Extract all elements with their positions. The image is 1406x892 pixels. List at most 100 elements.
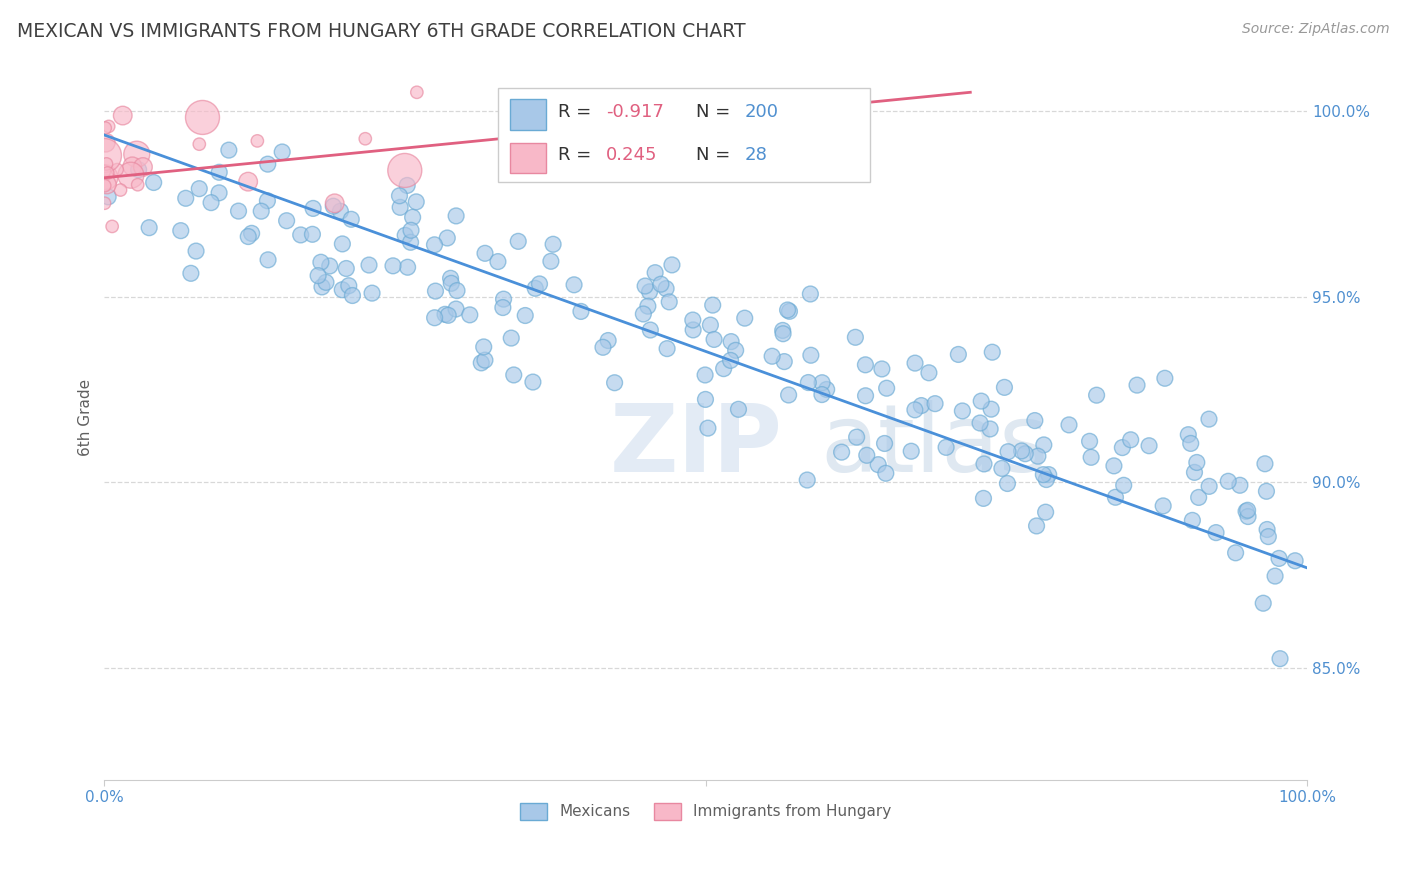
Point (1198, 412, 1220, 426)
Point (1112, 478, 1135, 492)
Point (307, 268, 329, 283)
FancyBboxPatch shape (510, 143, 546, 173)
Point (93, 148, 115, 162)
Point (246, 134, 269, 148)
Point (569, 304, 592, 318)
Point (1057, 417, 1080, 432)
Text: atlas: atlas (820, 401, 1049, 492)
Point (1111, 441, 1133, 455)
Point (439, 271, 461, 285)
Point (633, 307, 655, 321)
Point (855, 389, 877, 403)
Point (682, 313, 704, 327)
Point (436, 231, 458, 245)
Point (634, 279, 657, 293)
Point (1038, 467, 1060, 482)
Point (97, 190, 120, 204)
Point (524, 281, 547, 295)
Point (1104, 490, 1126, 504)
Point (702, 298, 724, 312)
Text: 200: 200 (744, 103, 778, 120)
Point (437, 308, 460, 322)
Point (97, 120, 120, 134)
Point (1032, 438, 1054, 452)
Point (335, 261, 357, 276)
Point (1152, 499, 1174, 513)
Point (444, 209, 467, 223)
Text: MEXICAN VS IMMIGRANTS FROM HUNGARY 6TH GRADE CORRELATION CHART: MEXICAN VS IMMIGRANTS FROM HUNGARY 6TH G… (17, 22, 745, 41)
Point (472, 340, 495, 354)
Point (904, 356, 927, 370)
FancyBboxPatch shape (510, 99, 546, 129)
Point (502, 368, 524, 382)
Point (458, 308, 481, 322)
Text: 0.245: 0.245 (606, 146, 658, 164)
Point (128, 162, 150, 177)
Point (1025, 519, 1047, 533)
Point (969, 416, 991, 430)
Point (815, 383, 838, 397)
Point (1177, 427, 1199, 442)
Point (658, 294, 681, 309)
Point (180, 266, 202, 280)
Point (970, 394, 993, 409)
Point (184, 244, 207, 258)
Legend: Mexicans, Immigrants from Hungary: Mexicans, Immigrants from Hungary (513, 797, 897, 826)
Text: 28: 28 (744, 146, 768, 164)
Point (236, 175, 259, 189)
Point (773, 354, 796, 368)
Point (1102, 458, 1125, 473)
Text: Source: ZipAtlas.com: Source: ZipAtlas.com (1241, 22, 1389, 37)
Point (1126, 378, 1149, 392)
Point (761, 349, 783, 363)
Point (845, 430, 868, 444)
Point (1257, 530, 1279, 544)
Point (876, 381, 898, 395)
Point (855, 448, 877, 462)
Point (1119, 433, 1142, 447)
Point (311, 280, 333, 294)
Point (434, 307, 457, 321)
Point (1011, 443, 1033, 458)
Point (870, 362, 893, 376)
Point (354, 132, 377, 146)
Point (394, 163, 416, 178)
Point (868, 458, 890, 472)
Point (97, 166, 120, 180)
Point (444, 301, 467, 316)
Point (322, 199, 344, 213)
Point (644, 266, 666, 280)
Point (1225, 546, 1247, 560)
Point (1188, 491, 1211, 505)
Point (562, 277, 585, 292)
Point (382, 259, 405, 273)
Point (142, 176, 165, 190)
Point (799, 287, 821, 301)
Point (638, 285, 661, 299)
Point (522, 375, 544, 389)
Point (900, 444, 922, 458)
Point (301, 227, 323, 242)
Point (399, 235, 422, 250)
Point (486, 254, 509, 268)
Point (980, 402, 1002, 417)
Point (973, 457, 995, 471)
Point (94, 170, 117, 185)
Point (405, 194, 427, 209)
Point (1184, 466, 1206, 480)
Point (637, 299, 659, 313)
Point (904, 402, 927, 417)
Point (948, 347, 970, 361)
Point (1137, 439, 1160, 453)
Point (501, 331, 523, 345)
Point (138, 220, 160, 235)
Point (831, 445, 853, 459)
Point (240, 227, 263, 241)
Point (1256, 484, 1278, 499)
Point (271, 145, 294, 159)
Point (93, 164, 115, 178)
Point (388, 188, 411, 202)
Point (991, 461, 1014, 475)
Point (981, 345, 1004, 359)
Point (682, 323, 704, 337)
